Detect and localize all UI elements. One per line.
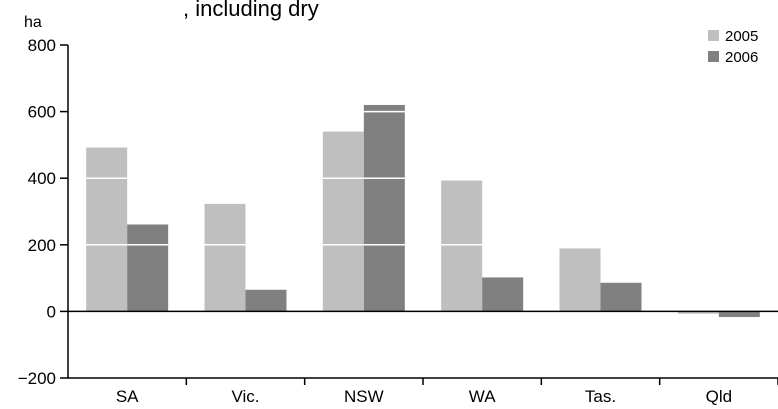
- bar-2005-WA: [441, 180, 483, 312]
- y-tick-label: 600: [28, 103, 56, 122]
- bar-2006-Vic: [245, 289, 287, 312]
- y-tick-label: 0: [47, 302, 56, 321]
- x-tick-label: WA: [469, 387, 496, 406]
- bars-group: [86, 104, 760, 318]
- bar-2006-WA: [482, 277, 524, 312]
- y-tick-label: 400: [28, 169, 56, 188]
- bar-2006-Tas: [600, 282, 642, 312]
- bar-gridlines: [86, 110, 483, 246]
- x-tick-label: NSW: [344, 387, 384, 406]
- x-tick-label: Qld: [706, 387, 732, 406]
- bar-2006-Qld: [718, 311, 760, 318]
- x-axis-ticks: SA Vic. NSW WA Tas. Qld: [116, 378, 778, 406]
- bar-2005-Tas: [559, 248, 601, 312]
- bar-2005-NSW: [322, 131, 364, 312]
- y-tick-label: 200: [28, 236, 56, 255]
- bar-2006-NSW: [363, 104, 405, 312]
- legend-swatch-2006: [708, 51, 719, 62]
- legend-swatch-2005: [708, 30, 719, 41]
- y-tick-label: −200: [18, 369, 56, 388]
- bar-2006-SA: [127, 224, 169, 312]
- bar-2005-SA: [86, 147, 128, 312]
- legend-label-2005: 2005: [725, 28, 758, 45]
- x-tick-label: Vic.: [231, 387, 259, 406]
- y-axis-unit-label: ha: [24, 14, 42, 31]
- y-axis-ticks: 800 600 400 200 0 −200: [18, 36, 68, 388]
- bar-2005-Vic: [204, 203, 246, 312]
- x-tick-label: SA: [116, 387, 139, 406]
- x-tick-label: Tas.: [585, 387, 616, 406]
- bar-2005-Qld: [677, 311, 719, 314]
- legend: 2005 2006: [708, 28, 758, 66]
- legend-label-2006: 2006: [725, 49, 758, 66]
- y-tick-label: 800: [28, 36, 56, 55]
- chart-title: , including dry: [183, 0, 319, 21]
